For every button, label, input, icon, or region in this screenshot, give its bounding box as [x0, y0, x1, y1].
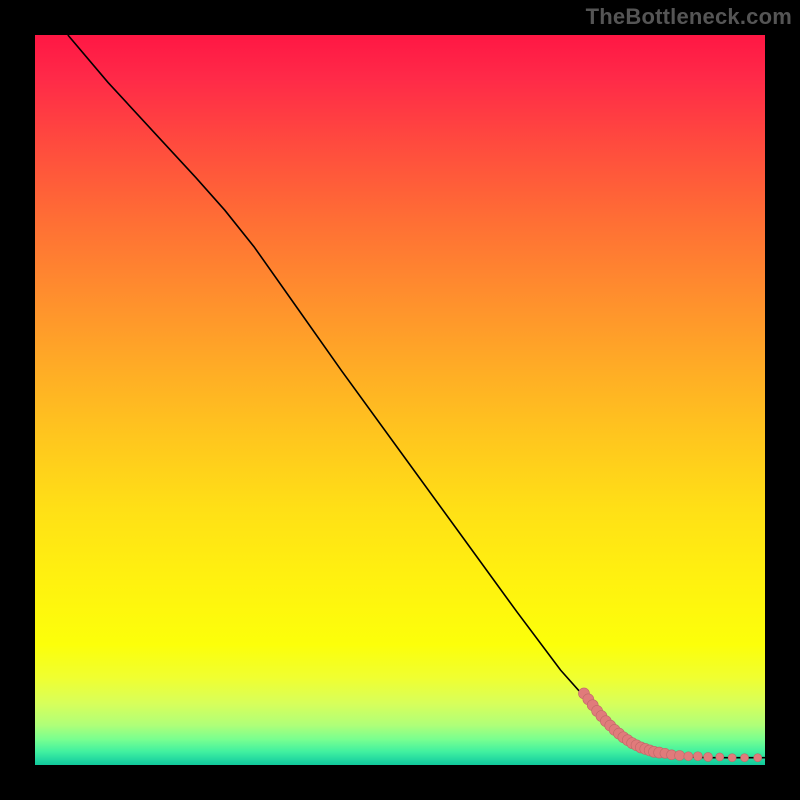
chart-container: TheBottleneck.com [0, 0, 800, 800]
data-marker [693, 752, 702, 761]
chart-svg [35, 35, 765, 765]
data-marker [684, 752, 693, 761]
data-marker [716, 753, 724, 761]
data-marker [754, 754, 762, 762]
gradient-background [35, 35, 765, 765]
data-marker [728, 754, 736, 762]
data-marker [704, 752, 713, 761]
data-marker [675, 751, 685, 761]
data-marker [741, 754, 749, 762]
watermark-text: TheBottleneck.com [586, 4, 792, 30]
plot-area [35, 35, 765, 765]
